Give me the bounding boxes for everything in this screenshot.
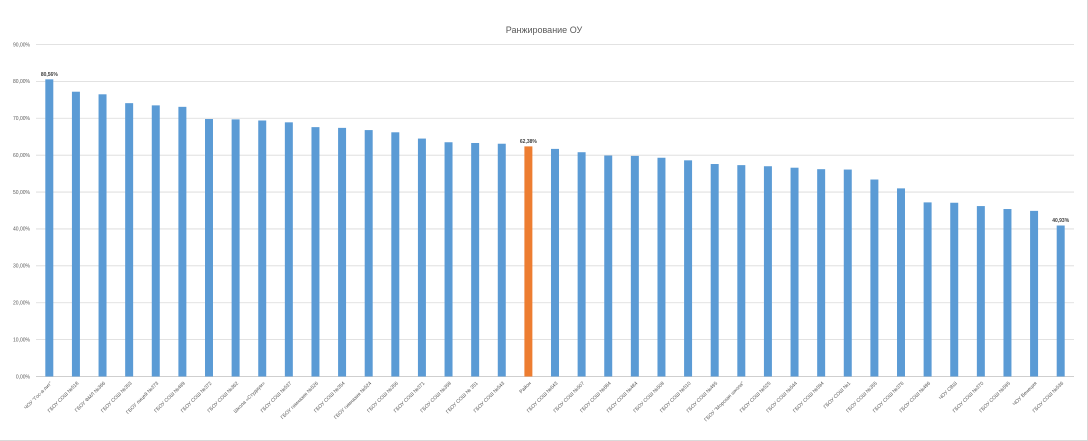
bar (444, 142, 453, 377)
y-tick-label: 10,00% (13, 337, 31, 343)
y-axis-ticks: 0,00% 10,00% 20,00% 30,00% 40,00% 50,00% 60,00… (13, 42, 31, 380)
y-tick-label: 0,00% (16, 374, 31, 380)
data-label: 40,93% (1052, 218, 1070, 224)
bar (1056, 225, 1065, 377)
bar (737, 165, 746, 377)
bar (657, 157, 666, 377)
data-label: 80,56% (41, 72, 59, 78)
data-label: 62,38% (520, 139, 538, 145)
bar (1003, 209, 1012, 377)
bars (45, 79, 1065, 377)
bar (604, 155, 613, 377)
bar (843, 169, 852, 377)
bar (497, 143, 506, 377)
x-tick-label: ГБОУ СОШ №1 (823, 381, 853, 411)
bar (950, 202, 959, 377)
bar (417, 138, 426, 377)
bar (151, 105, 160, 377)
x-tick-label: Район (518, 380, 533, 395)
bar (551, 148, 559, 377)
bar (790, 167, 799, 377)
bar (205, 119, 213, 377)
x-tick-label: ЧОУ Венеция (1012, 380, 1039, 407)
y-tick-label: 20,00% (13, 301, 31, 307)
y-tick-label: 40,00% (13, 227, 31, 233)
chart-title: Ранжирование ОУ (506, 25, 583, 35)
bar (391, 132, 400, 377)
bar (524, 146, 533, 377)
data-labels: 80,56% 62,38% 40,93% (41, 72, 1070, 224)
bar (817, 169, 826, 377)
bar (763, 166, 772, 377)
y-tick-label: 70,00% (13, 116, 31, 122)
bar (71, 91, 80, 377)
y-tick-label: 90,00% (13, 42, 31, 48)
bar (231, 119, 240, 377)
bar (98, 94, 107, 377)
bar (311, 127, 320, 377)
bar (178, 106, 187, 377)
bar (897, 188, 905, 377)
x-tick-label: ЧОУ СВШ (938, 380, 959, 401)
bar (870, 179, 879, 377)
bar (710, 164, 719, 377)
bar (338, 127, 347, 377)
bar (630, 155, 639, 377)
y-tick-label: 80,00% (13, 79, 31, 85)
bar (284, 122, 293, 377)
bar (258, 120, 267, 377)
bar (577, 152, 586, 377)
bar (125, 103, 134, 377)
bar (471, 142, 480, 377)
bar (923, 202, 932, 377)
bar (45, 79, 54, 377)
y-tick-label: 30,00% (13, 264, 31, 270)
bar (976, 206, 985, 377)
y-tick-label: 60,00% (13, 153, 31, 159)
bar (364, 130, 373, 377)
y-tick-label: 50,00% (13, 190, 31, 196)
bar (1030, 210, 1039, 377)
bar (684, 160, 693, 377)
